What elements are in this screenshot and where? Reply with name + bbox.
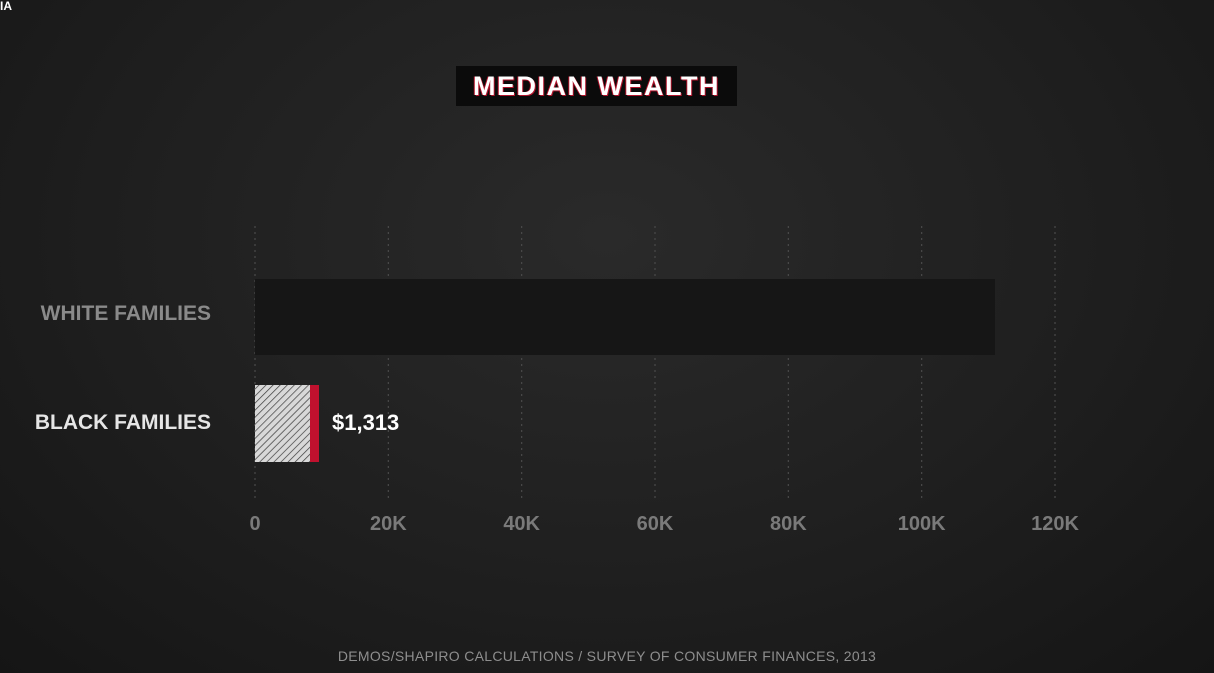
x-tick-label: 80K	[770, 513, 807, 535]
x-tick-label: 40K	[503, 513, 540, 535]
bar-black-families	[255, 385, 310, 462]
x-tick-label: 0	[249, 513, 260, 535]
x-tick-label: 60K	[637, 513, 674, 535]
chart-title-box: MEDIAN WEALTH	[456, 66, 737, 106]
bar-white-families	[255, 279, 995, 355]
corner-text: IA	[0, 0, 12, 13]
chart-title: MEDIAN WEALTH	[473, 70, 720, 101]
data-label: $1,313	[332, 410, 399, 435]
category-label: BLACK FAMILIES	[35, 411, 211, 434]
bar-black-families-accent	[310, 385, 319, 462]
x-tick-label: 20K	[370, 513, 407, 535]
source-note: DEMOS/SHAPIRO CALCULATIONS / SURVEY OF C…	[337, 648, 877, 664]
x-tick-label: 100K	[898, 513, 946, 535]
x-tick-label: 120K	[1031, 513, 1079, 535]
category-label: WHITE FAMILIES	[41, 302, 211, 325]
